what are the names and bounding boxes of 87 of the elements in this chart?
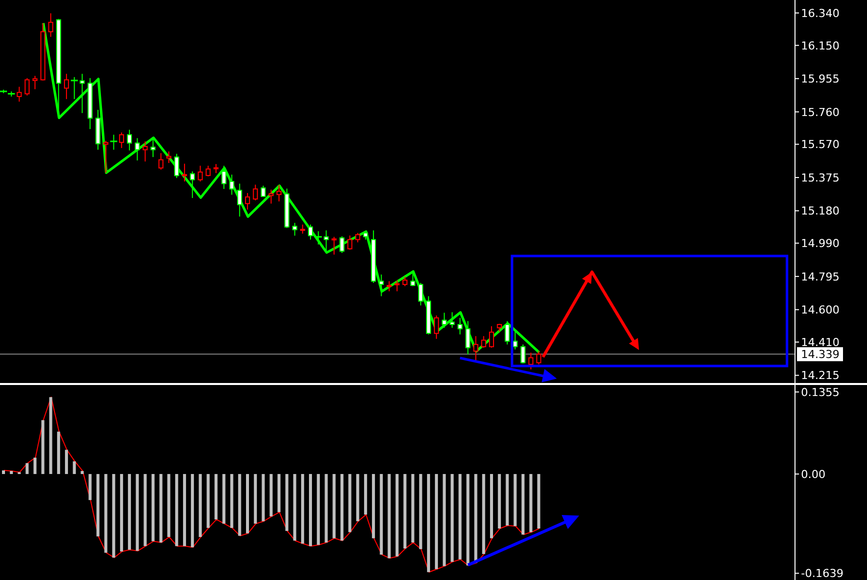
bar bbox=[33, 458, 36, 474]
bar bbox=[482, 474, 486, 554]
bar bbox=[419, 474, 422, 550]
bar bbox=[316, 474, 320, 545]
bar bbox=[514, 474, 517, 526]
bar bbox=[396, 474, 399, 556]
bar bbox=[144, 474, 147, 546]
bar bbox=[356, 474, 360, 522]
bar bbox=[214, 474, 218, 520]
y-tick-label: 14.990 bbox=[801, 237, 840, 250]
bar bbox=[285, 474, 288, 531]
bar bbox=[372, 474, 375, 538]
bar bbox=[152, 474, 155, 542]
y-tick-label: 16.150 bbox=[801, 39, 840, 52]
bar bbox=[262, 474, 265, 522]
bar bbox=[26, 463, 29, 474]
bar bbox=[159, 474, 162, 542]
y-tick-label: 0.00 bbox=[801, 468, 826, 481]
bar bbox=[324, 474, 328, 542]
bar bbox=[230, 474, 234, 528]
y-tick-label: 15.570 bbox=[801, 138, 840, 152]
bar bbox=[136, 474, 139, 551]
bar bbox=[498, 474, 501, 529]
bar bbox=[427, 474, 430, 572]
y-tick-label: 0.1355 bbox=[801, 386, 840, 399]
bar bbox=[254, 474, 257, 524]
y-tick-label: -0.1639 bbox=[801, 567, 844, 580]
bar bbox=[411, 474, 414, 542]
bar bbox=[72, 461, 76, 474]
y-tick-label: 14.215 bbox=[801, 369, 840, 382]
y-tick-label: 15.375 bbox=[801, 171, 840, 184]
bar bbox=[458, 474, 462, 560]
bar bbox=[88, 474, 92, 500]
bar bbox=[380, 474, 383, 555]
bar bbox=[96, 474, 100, 536]
bar bbox=[10, 470, 13, 474]
bar bbox=[308, 474, 312, 546]
bar bbox=[222, 474, 226, 524]
bar bbox=[529, 474, 532, 532]
y-tick-label: 14.795 bbox=[801, 270, 840, 284]
y-tick-label: 14.410 bbox=[801, 336, 840, 349]
bar bbox=[450, 474, 454, 562]
bar bbox=[64, 450, 68, 474]
bar bbox=[340, 474, 344, 541]
bar bbox=[183, 474, 186, 546]
bar bbox=[206, 474, 210, 528]
bar bbox=[348, 474, 352, 532]
bar bbox=[403, 474, 406, 549]
bar bbox=[364, 474, 368, 515]
y-tick-label: 15.955 bbox=[801, 72, 840, 86]
ref-line-label: 14.339 bbox=[801, 348, 840, 362]
bar bbox=[104, 474, 108, 553]
bar bbox=[112, 474, 116, 558]
bar bbox=[57, 432, 60, 474]
bar bbox=[293, 474, 296, 541]
bar bbox=[434, 474, 438, 570]
bar bbox=[120, 474, 124, 552]
bar bbox=[490, 474, 494, 538]
bar bbox=[466, 474, 470, 566]
bar bbox=[301, 474, 304, 544]
bar bbox=[522, 474, 525, 535]
bar bbox=[506, 474, 509, 526]
bar bbox=[332, 474, 336, 538]
bar bbox=[246, 474, 250, 534]
y-tick-label: 15.760 bbox=[801, 106, 840, 119]
bar bbox=[474, 474, 478, 564]
y-tick-label: 16.340 bbox=[801, 6, 840, 20]
bar bbox=[277, 474, 280, 512]
bar bbox=[198, 474, 202, 538]
bar bbox=[167, 474, 170, 538]
bar bbox=[80, 470, 84, 474]
bar bbox=[190, 474, 194, 548]
bar bbox=[238, 474, 242, 536]
bar bbox=[41, 420, 44, 474]
bar bbox=[128, 474, 131, 550]
bar bbox=[49, 397, 52, 474]
y-tick-label: 14.600 bbox=[801, 304, 840, 317]
bar bbox=[388, 474, 391, 558]
candlestick bbox=[182, 164, 188, 182]
bar bbox=[270, 474, 273, 516]
bar bbox=[175, 474, 178, 546]
line-series bbox=[3, 396, 540, 573]
bar bbox=[2, 470, 5, 474]
y-tick-label: 15.180 bbox=[801, 204, 840, 218]
line-series bbox=[42, 22, 540, 354]
bar bbox=[537, 474, 540, 529]
bar bbox=[442, 474, 446, 566]
